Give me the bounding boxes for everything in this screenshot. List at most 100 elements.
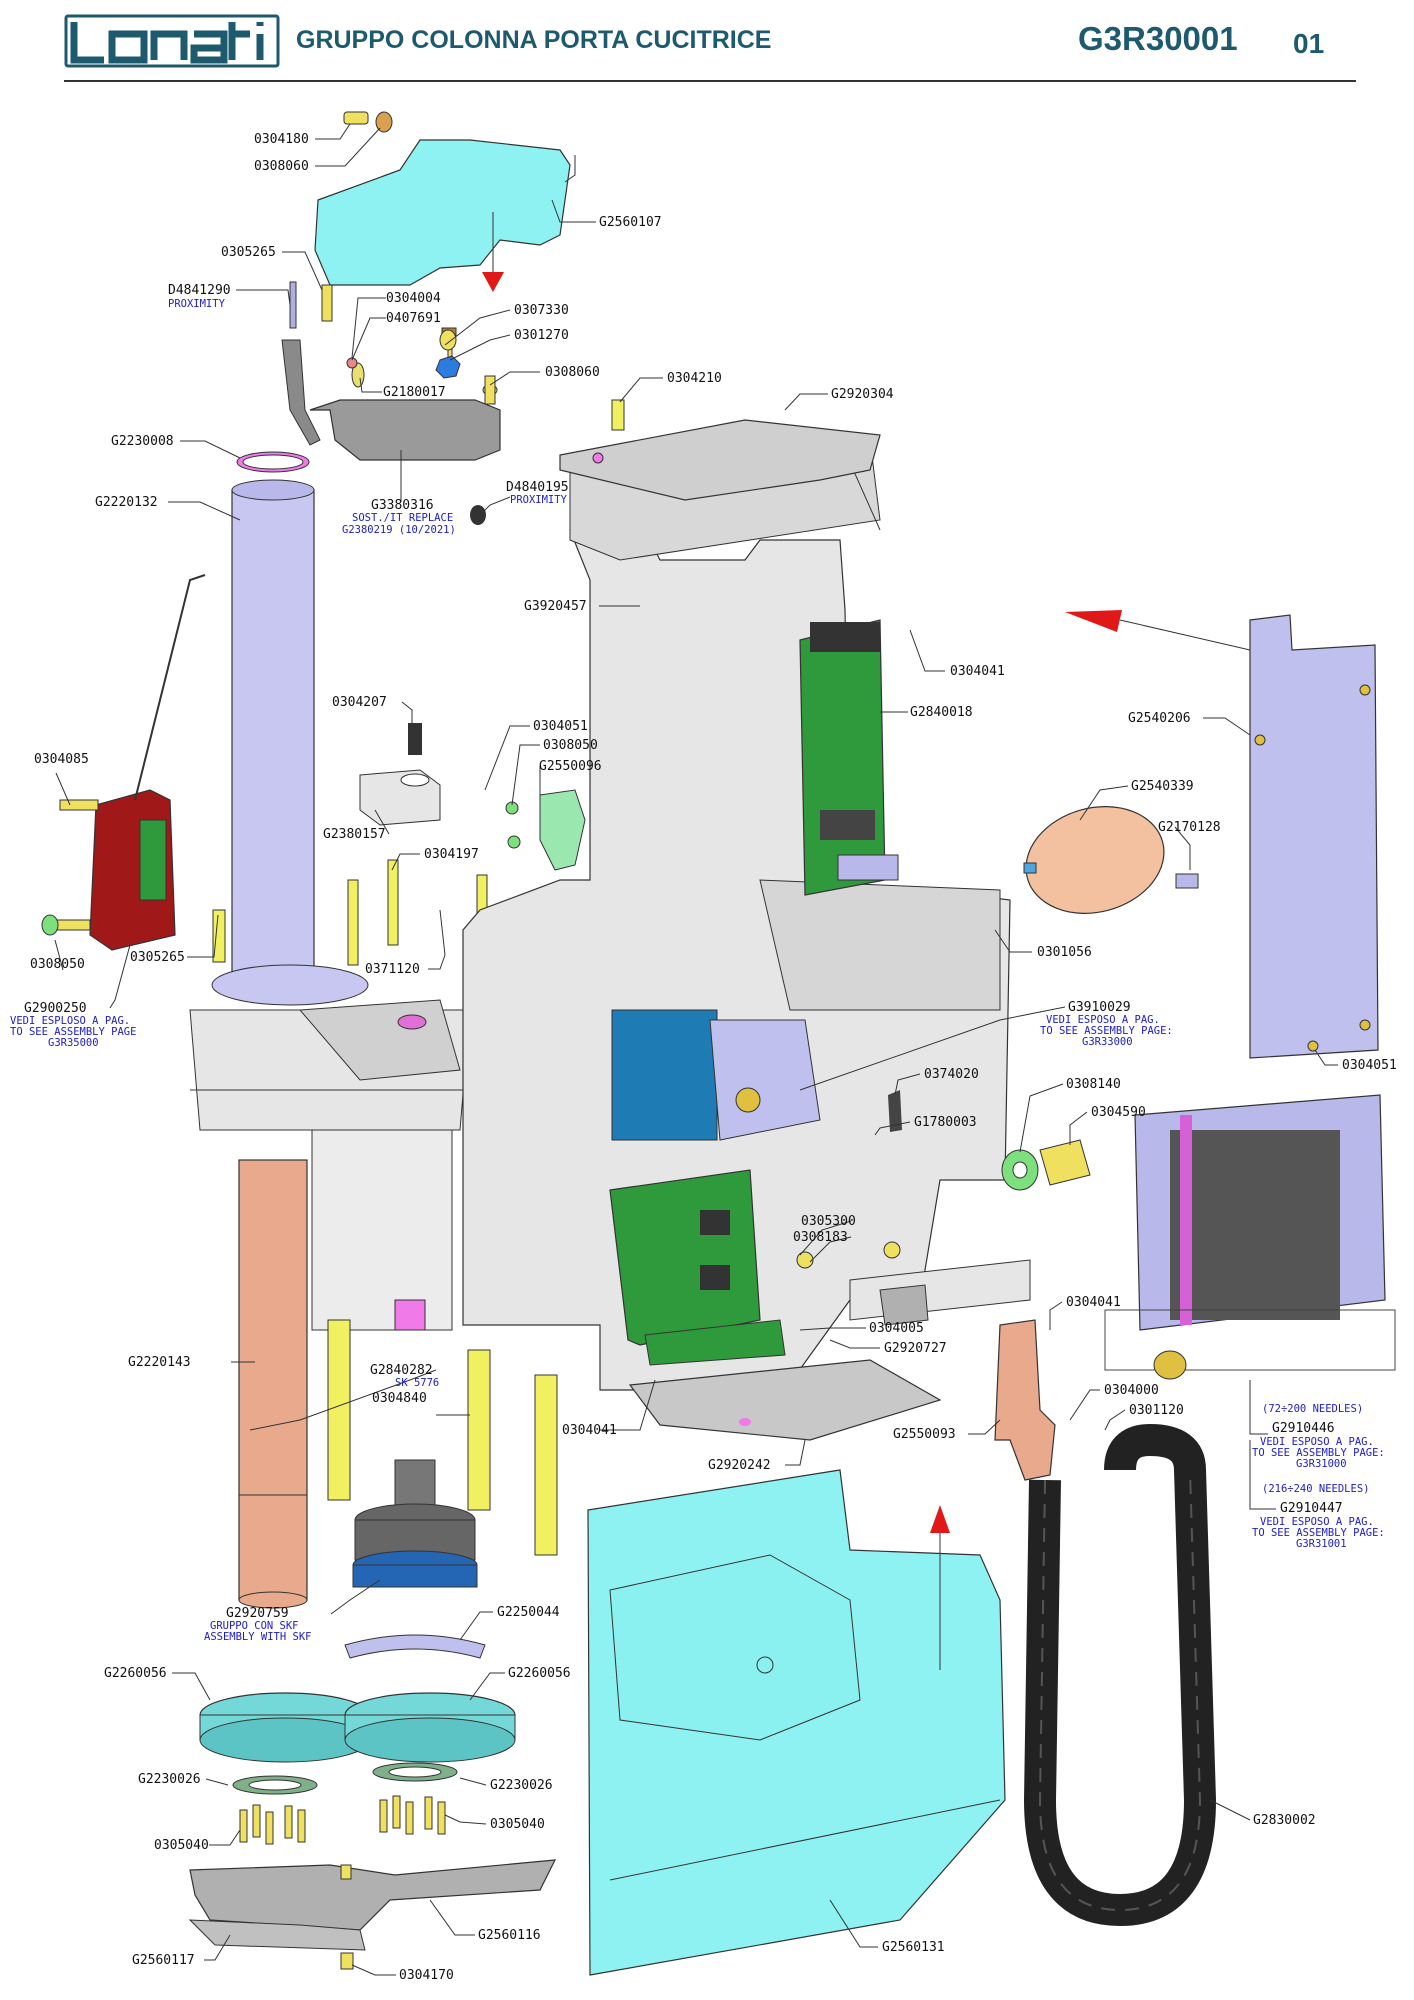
note-needles-2: (216÷240 NEEDLES)	[1262, 1483, 1369, 1495]
label-G2920242: G2920242	[708, 1458, 771, 1473]
note-g2910446-2: TO SEE ASSEMBLY PAGE:	[1252, 1447, 1385, 1459]
page-title: GRUPPO COLONNA PORTA CUCITRICE	[296, 26, 772, 54]
label-0305040b: 0305040	[490, 1817, 545, 1832]
label-0374020: 0374020	[924, 1067, 979, 1082]
plate-g2560117-part	[188, 1919, 366, 1951]
label-G2560131: G2560131	[882, 1940, 945, 1955]
label-G2540339: G2540339	[1131, 779, 1194, 794]
label-G2180017: G2180017	[383, 385, 446, 400]
label-G2250044: G2250044	[497, 1605, 560, 1620]
note-g2920759-1: GRUPPO CON SKF	[210, 1620, 299, 1632]
label-G2560117: G2560117	[132, 1953, 195, 1968]
label-0308050: 0308050	[543, 738, 598, 753]
label-D4840195: D4840195	[506, 480, 569, 495]
label-0305265: 0305265	[221, 245, 276, 260]
label-0304180: 0304180	[254, 132, 309, 147]
label-G2230008: G2230008	[111, 434, 174, 449]
plate-g2560116-part	[189, 1859, 557, 1931]
label-0308060: 0308060	[254, 159, 309, 174]
label-0308050b: 0308050	[30, 957, 85, 972]
label-G2260056: G2260056	[104, 1666, 167, 1681]
label-G2920759: G2920759	[226, 1606, 289, 1621]
label-0304197: 0304197	[424, 847, 479, 862]
label-0304041c: 0304041	[562, 1423, 617, 1438]
label-0304085: 0304085	[34, 752, 89, 767]
bottom-plate-part	[628, 1359, 942, 1441]
label-G2920304: G2920304	[831, 387, 894, 402]
oval-cover-part	[1025, 806, 1165, 914]
note-sk: SK 5776	[395, 1377, 439, 1389]
note-g2910447-1: VEDI ESPOSO A PAG.	[1260, 1516, 1374, 1528]
label-0304041b: 0304041	[1066, 1295, 1121, 1310]
main-frame-part	[462, 529, 1011, 1391]
drawing-code: G3R30001	[1078, 20, 1238, 57]
top-cover-part	[314, 139, 571, 286]
note-proximity-1: PROXIMITY	[168, 298, 226, 310]
note-g2900250-2: TO SEE ASSEMBLY PAGE	[10, 1026, 136, 1038]
note-g2900250-3: G3R35000	[48, 1037, 99, 1049]
motor-part	[611, 1009, 718, 1141]
label-G2840282: G2840282	[370, 1363, 433, 1378]
label-0304210: 0304210	[667, 371, 722, 386]
label-G2830002: G2830002	[1253, 1813, 1316, 1828]
side-panel-part	[1249, 614, 1379, 1059]
label-G2230026: G2230026	[138, 1772, 201, 1787]
note-g2910447-2: TO SEE ASSEMBLY PAGE:	[1252, 1527, 1385, 1539]
label-0301120: 0301120	[1129, 1403, 1184, 1418]
bracket-part	[309, 399, 501, 461]
pcb-upper-part	[799, 619, 886, 896]
label-0308183: 0308183	[793, 1230, 848, 1245]
label-0304840: 0304840	[372, 1391, 427, 1406]
note-sost-1: SOST./IT REPLACE	[352, 512, 453, 524]
note-g2910446-3: G3R31000	[1296, 1458, 1347, 1470]
label-0304590: 0304590	[1091, 1105, 1146, 1120]
label-0304051b: 0304051	[1342, 1058, 1397, 1073]
label-0308060b: 0308060	[545, 365, 600, 380]
note-g3910029-2: TO SEE ASSEMBLY PAGE:	[1040, 1025, 1173, 1037]
column-part	[231, 489, 315, 991]
note-g2910447-3: G3R31001	[1296, 1538, 1347, 1550]
note-g2900250-1: VEDI ESPLOSO A PAG.	[10, 1015, 130, 1027]
label-0304170: 0304170	[399, 1968, 454, 1983]
note-g3910029-3: G3R33000	[1082, 1036, 1133, 1048]
label-0304041: 0304041	[950, 664, 1005, 679]
label-0304000: 0304000	[1104, 1383, 1159, 1398]
label-G2910447: G2910447	[1280, 1501, 1343, 1516]
label-0304051: 0304051	[533, 719, 588, 734]
label-0305040: 0305040	[154, 1838, 209, 1853]
page-number: 01	[1293, 28, 1325, 59]
label-G2380157: G2380157	[323, 827, 386, 842]
label-0304005: 0304005	[869, 1321, 924, 1336]
label-G2550093: G2550093	[893, 1427, 956, 1442]
note-g2920759-2: ASSEMBLY WITH SKF	[204, 1631, 311, 1643]
label-0301056: 0301056	[1037, 945, 1092, 960]
label-G2260056b: G2260056	[508, 1666, 571, 1681]
leader-lines	[54, 123, 1338, 1976]
label-0308140: 0308140	[1066, 1077, 1121, 1092]
part-labels: 0304180 0308060 G2560107 0305265 D484129…	[10, 132, 1397, 1983]
label-G2540206: G2540206	[1128, 711, 1191, 726]
note-needles-1: (72÷200 NEEDLES)	[1262, 1403, 1363, 1415]
cable-chain-part	[1023, 1423, 1217, 1927]
label-0305265b: 0305265	[130, 950, 185, 965]
label-G2560107: G2560107	[599, 215, 662, 230]
label-0307330: 0307330	[514, 303, 569, 318]
label-G2900250: G2900250	[24, 1001, 87, 1016]
label-G2220132: G2220132	[95, 495, 158, 510]
label-G3920457: G3920457	[524, 599, 587, 614]
label-G2910446: G2910446	[1272, 1421, 1335, 1436]
label-G1780003: G1780003	[914, 1115, 977, 1130]
label-0371120: 0371120	[365, 962, 420, 977]
lonati-logo	[64, 12, 282, 75]
note-g3910029-1: VEDI ESPOSO A PAG.	[1046, 1014, 1160, 1026]
label-G2840018: G2840018	[910, 705, 973, 720]
label-G2170128: G2170128	[1158, 820, 1221, 835]
red-arrow-left	[1119, 619, 1251, 651]
note-proximity-2: PROXIMITY	[510, 494, 568, 506]
label-0305300: 0305300	[801, 1214, 856, 1229]
label-G3910029: G3910029	[1068, 1000, 1131, 1015]
label-G2560116: G2560116	[478, 1928, 541, 1943]
header-rule	[64, 80, 1356, 82]
copper-bracket-part	[994, 1319, 1056, 1481]
